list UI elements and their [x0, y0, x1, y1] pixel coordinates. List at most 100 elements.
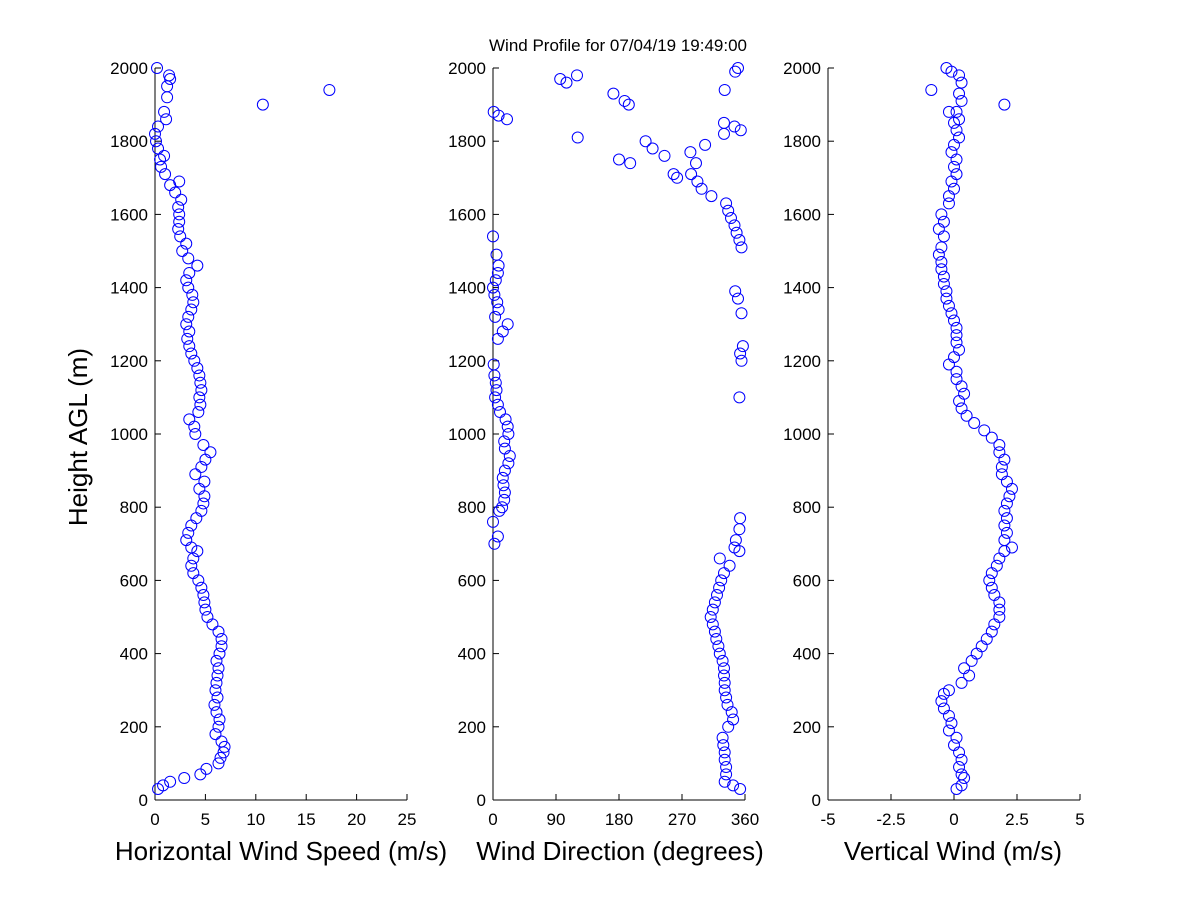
data-point — [182, 252, 195, 265]
data-point — [197, 589, 210, 602]
data-point — [208, 698, 221, 711]
y-tick-label: 400 — [120, 645, 148, 664]
data-point — [955, 768, 968, 781]
data-point — [937, 702, 950, 715]
data-point — [937, 230, 950, 243]
data-point — [198, 475, 211, 488]
x-tick-label: 0 — [488, 810, 497, 829]
data-point — [323, 83, 336, 96]
data-point — [1003, 490, 1016, 503]
y-tick-label: 1400 — [110, 279, 148, 298]
data-point — [932, 248, 945, 261]
data-point — [998, 504, 1011, 517]
x-axis-label: Vertical Wind (m/s) — [844, 836, 1062, 866]
data-point — [955, 94, 968, 107]
data-points — [925, 62, 1018, 796]
data-point — [718, 83, 731, 96]
data-point — [953, 761, 966, 774]
data-point — [950, 336, 963, 349]
y-tick-label: 400 — [458, 645, 486, 664]
data-point — [491, 296, 504, 309]
data-point — [725, 212, 737, 225]
data-point — [622, 98, 635, 111]
data-point — [188, 420, 201, 433]
data-point — [183, 413, 196, 426]
data-point — [704, 611, 717, 623]
data-point — [725, 706, 738, 719]
y-tick-label: 200 — [793, 718, 821, 737]
data-point — [193, 391, 206, 404]
data-point — [489, 310, 502, 323]
data-point — [197, 497, 210, 510]
data-point — [488, 369, 501, 382]
data-point — [935, 208, 948, 221]
data-point — [191, 259, 204, 272]
data-point — [185, 541, 198, 554]
data-point — [937, 277, 950, 290]
data-point — [727, 713, 740, 726]
data-point — [950, 329, 963, 342]
data-point — [212, 625, 225, 638]
data-point — [646, 142, 659, 155]
data-point — [723, 559, 736, 572]
data-point — [732, 62, 744, 74]
data-point — [948, 314, 960, 327]
data-point — [985, 625, 998, 638]
data-point — [963, 669, 976, 682]
data-point — [970, 647, 983, 660]
data-point — [173, 215, 186, 228]
data-point — [932, 223, 945, 236]
data-point — [993, 446, 1006, 459]
data-point — [715, 574, 728, 587]
x-tick-label: 25 — [398, 810, 417, 829]
data-point — [149, 127, 161, 140]
y-tick-label: 1000 — [783, 425, 821, 444]
data-point — [188, 354, 201, 367]
y-tick-label: 800 — [793, 498, 821, 517]
data-point — [935, 695, 948, 708]
data-point — [935, 241, 948, 254]
data-point — [942, 358, 955, 371]
data-point — [695, 182, 708, 195]
data-point — [607, 87, 620, 100]
data-point — [940, 62, 953, 74]
data-point — [498, 493, 511, 506]
data-point — [950, 321, 963, 334]
data-point — [189, 428, 202, 440]
data-point — [489, 391, 502, 404]
data-point — [560, 76, 573, 89]
data-point — [998, 519, 1011, 532]
data-point — [487, 515, 499, 528]
data-point — [213, 647, 226, 660]
data-point — [204, 446, 217, 459]
y-tick-label: 1400 — [448, 279, 486, 298]
data-point — [571, 69, 583, 82]
data-point — [710, 632, 723, 645]
data-point — [948, 138, 960, 151]
data-point — [211, 691, 224, 704]
data-point — [176, 245, 189, 257]
data-point — [993, 611, 1006, 623]
data-point — [1000, 475, 1013, 488]
data-point — [487, 230, 499, 243]
data-point — [720, 197, 733, 210]
x-tick-label: 5 — [201, 810, 210, 829]
y-tick-label: 600 — [458, 571, 486, 590]
data-point — [215, 640, 228, 653]
data-point — [733, 391, 746, 404]
data-point — [940, 292, 953, 305]
data-point — [718, 684, 731, 697]
x-tick-label: 20 — [347, 810, 366, 829]
data-point — [1005, 482, 1018, 495]
data-point — [942, 684, 955, 697]
y-tick-label: 1600 — [448, 205, 486, 224]
data-point — [487, 358, 500, 371]
data-point — [193, 369, 206, 382]
data-point — [160, 113, 173, 126]
y-tick-label: 0 — [812, 791, 821, 810]
data-point — [730, 226, 743, 239]
data-point — [1000, 497, 1013, 510]
data-point — [945, 175, 958, 188]
data-point — [501, 420, 514, 433]
x-tick-label: 180 — [605, 810, 633, 829]
